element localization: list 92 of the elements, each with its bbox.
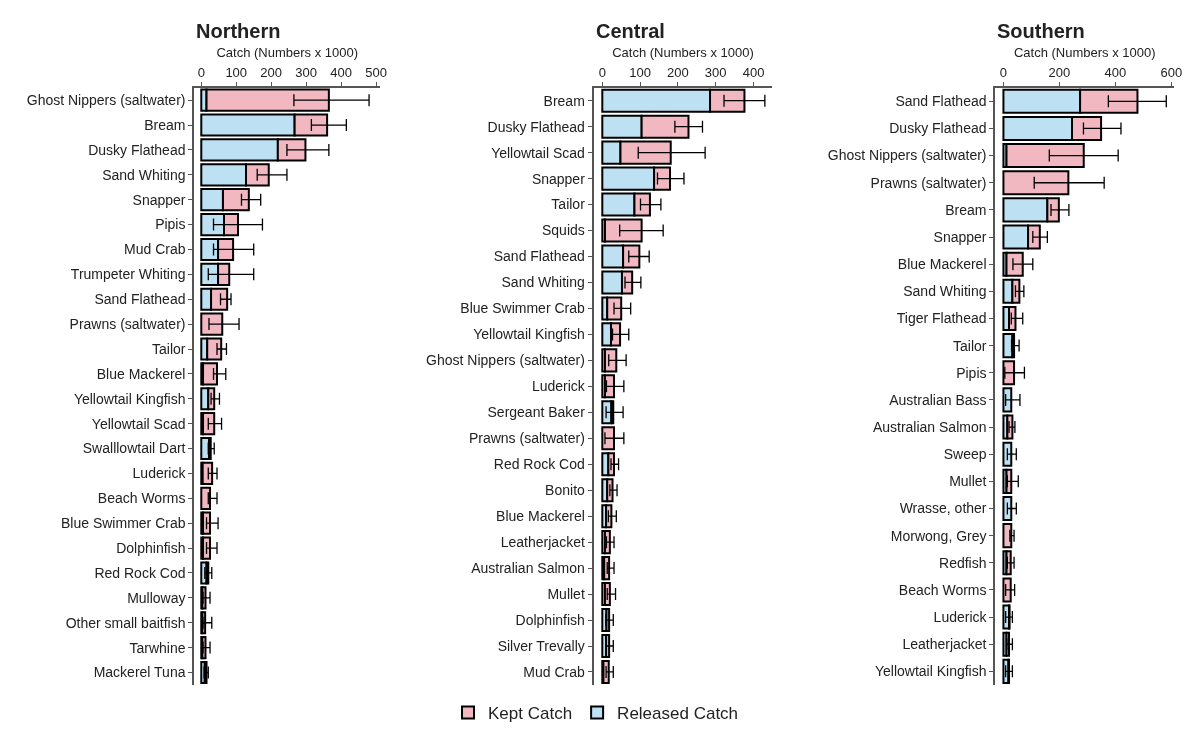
y-tick-label: Squids bbox=[542, 222, 585, 239]
y-tick-label: Blue Mackerel bbox=[96, 365, 186, 382]
y-tick-label: Snapper bbox=[531, 170, 586, 187]
y-tick-label: Yellowtail Kingfish bbox=[73, 390, 186, 407]
y-tick-label: Sergeant Baker bbox=[487, 404, 586, 421]
y-tick-label: Snapper bbox=[132, 191, 186, 208]
x-tick-label: 0 bbox=[197, 64, 205, 80]
y-tick-label: Beach Worms bbox=[97, 490, 186, 507]
y-tick-label: Snapper bbox=[933, 228, 987, 245]
y-tick-label: Ghost Nippers (saltwater) bbox=[426, 352, 585, 369]
x-axis-title: Catch (Numbers x 1000) bbox=[612, 44, 754, 60]
y-tick-label: Prawns (saltwater) bbox=[69, 316, 186, 333]
y-tick-label: Dusky Flathead bbox=[889, 120, 987, 137]
y-tick-label: Luderick bbox=[132, 465, 187, 482]
y-tick-label: Bonito bbox=[545, 482, 586, 499]
y-tick-label: Other small baitfish bbox=[65, 614, 186, 631]
y-tick-label: Blue Swimmer Crab bbox=[61, 515, 186, 532]
y-tick-label: Luderick bbox=[531, 378, 586, 395]
y-tick-label: Prawns (saltwater) bbox=[468, 430, 585, 447]
y-tick-label: Blue Mackerel bbox=[897, 256, 987, 273]
y-tick-label: Mullet bbox=[547, 585, 585, 602]
legend-label: Released Catch bbox=[617, 704, 739, 724]
y-tick-label: Tailor bbox=[551, 196, 586, 213]
x-tick-label: 400 bbox=[330, 64, 352, 80]
x-tick-label: 200 bbox=[260, 64, 283, 80]
legend-label: Kept Catch bbox=[488, 704, 573, 724]
y-tick-label: Dolphinfish bbox=[515, 611, 585, 628]
y-tick-label: Bream bbox=[144, 116, 186, 133]
x-tick-label: 400 bbox=[742, 64, 765, 80]
y-tick-label: Leatherjacket bbox=[902, 636, 987, 653]
y-tick-label: Sand Flathead bbox=[94, 291, 186, 308]
y-tick-label: Australian Salmon bbox=[471, 560, 585, 576]
y-tick-label: Blue Swimmer Crab bbox=[460, 300, 586, 317]
y-tick-label: Ghost Nippers (saltwater) bbox=[827, 147, 987, 164]
y-tick-label: Tailor bbox=[953, 337, 987, 354]
y-tick-label: Ghost Nippers (saltwater) bbox=[26, 92, 186, 109]
x-tick-label: 0 bbox=[999, 64, 1008, 80]
y-tick-label: Sweep bbox=[943, 446, 987, 463]
y-tick-label: Leatherjacket bbox=[500, 534, 585, 551]
x-tick-label: 100 bbox=[629, 64, 651, 80]
y-tick-label: Dusky Flathead bbox=[88, 141, 186, 158]
y-tick-label: Trumpeter Whiting bbox=[70, 266, 186, 283]
y-tick-label: Yellowtail Scad bbox=[91, 415, 186, 432]
y-tick-label: Yellowtail Kingfish bbox=[874, 663, 987, 680]
y-tick-label: Bream bbox=[543, 92, 585, 109]
y-tick-label: Dolphinfish bbox=[116, 539, 186, 556]
y-tick-label: Yellowtail Scad bbox=[491, 144, 585, 161]
x-axis-title: Catch (Numbers x 1000) bbox=[216, 44, 359, 60]
y-tick-label: Silver Trevally bbox=[497, 637, 585, 654]
y-tick-label: Mud Crab bbox=[523, 663, 586, 680]
y-tick-label: Tarwhine bbox=[129, 639, 186, 656]
chart-title: Southern bbox=[997, 20, 1085, 42]
y-tick-label: Sand Whiting bbox=[501, 274, 585, 291]
chart-title: Central bbox=[596, 20, 665, 42]
y-tick-label: Tailor bbox=[152, 340, 186, 357]
y-tick-label: Red Rock Cod bbox=[493, 456, 585, 473]
y-tick-label: Bream bbox=[945, 201, 987, 218]
x-tick-label: 200 bbox=[667, 64, 689, 80]
y-tick-label: Beach Worms bbox=[898, 581, 987, 598]
y-tick-label: Australian Bass bbox=[889, 391, 987, 408]
x-tick-label: 300 bbox=[704, 64, 727, 80]
y-tick-label: Sand Flathead bbox=[895, 93, 987, 110]
y-tick-label: Luderick bbox=[933, 608, 988, 625]
x-tick-label: 300 bbox=[295, 64, 317, 80]
x-tick-label: 100 bbox=[225, 64, 248, 80]
y-tick-label: Sand Flathead bbox=[493, 248, 585, 265]
y-tick-label: Red Rock Cod bbox=[94, 564, 186, 581]
y-tick-label: Swalllowtail Dart bbox=[82, 440, 186, 457]
y-tick-label: Yellowtail Kingfish bbox=[473, 326, 585, 343]
y-tick-label: Pipis bbox=[956, 364, 987, 381]
y-tick-label: Tiger Flathead bbox=[896, 310, 987, 327]
y-tick-label: Redfish bbox=[939, 554, 987, 571]
y-tick-label: Wrasse, other bbox=[899, 500, 987, 517]
x-tick-label: 500 bbox=[365, 64, 387, 80]
x-axis-title: Catch (Numbers x 1000) bbox=[1013, 44, 1156, 60]
x-tick-label: 400 bbox=[1104, 64, 1127, 80]
y-tick-label: Dusky Flathead bbox=[487, 118, 585, 135]
y-tick-label: Mulloway bbox=[127, 589, 186, 606]
x-tick-label: 200 bbox=[1048, 64, 1071, 80]
y-tick-label: Blue Mackerel bbox=[496, 508, 585, 525]
y-tick-label: Morwong, Grey bbox=[890, 527, 987, 544]
y-tick-label: Mullet bbox=[949, 473, 987, 490]
y-tick-label: Sand Whiting bbox=[102, 166, 186, 183]
y-tick-label: Australian Salmon bbox=[872, 418, 987, 435]
chart-title: Northern bbox=[196, 20, 281, 42]
x-tick-label: 0 bbox=[598, 64, 606, 80]
x-tick-label: 600 bbox=[1160, 64, 1183, 80]
y-tick-label: Mud Crab bbox=[124, 241, 186, 258]
y-tick-label: Mackerel Tuna bbox=[93, 664, 186, 681]
y-tick-label: Prawns (saltwater) bbox=[870, 174, 987, 191]
y-tick-label: Pipis bbox=[155, 216, 186, 233]
y-tick-label: Sand Whiting bbox=[903, 283, 987, 300]
